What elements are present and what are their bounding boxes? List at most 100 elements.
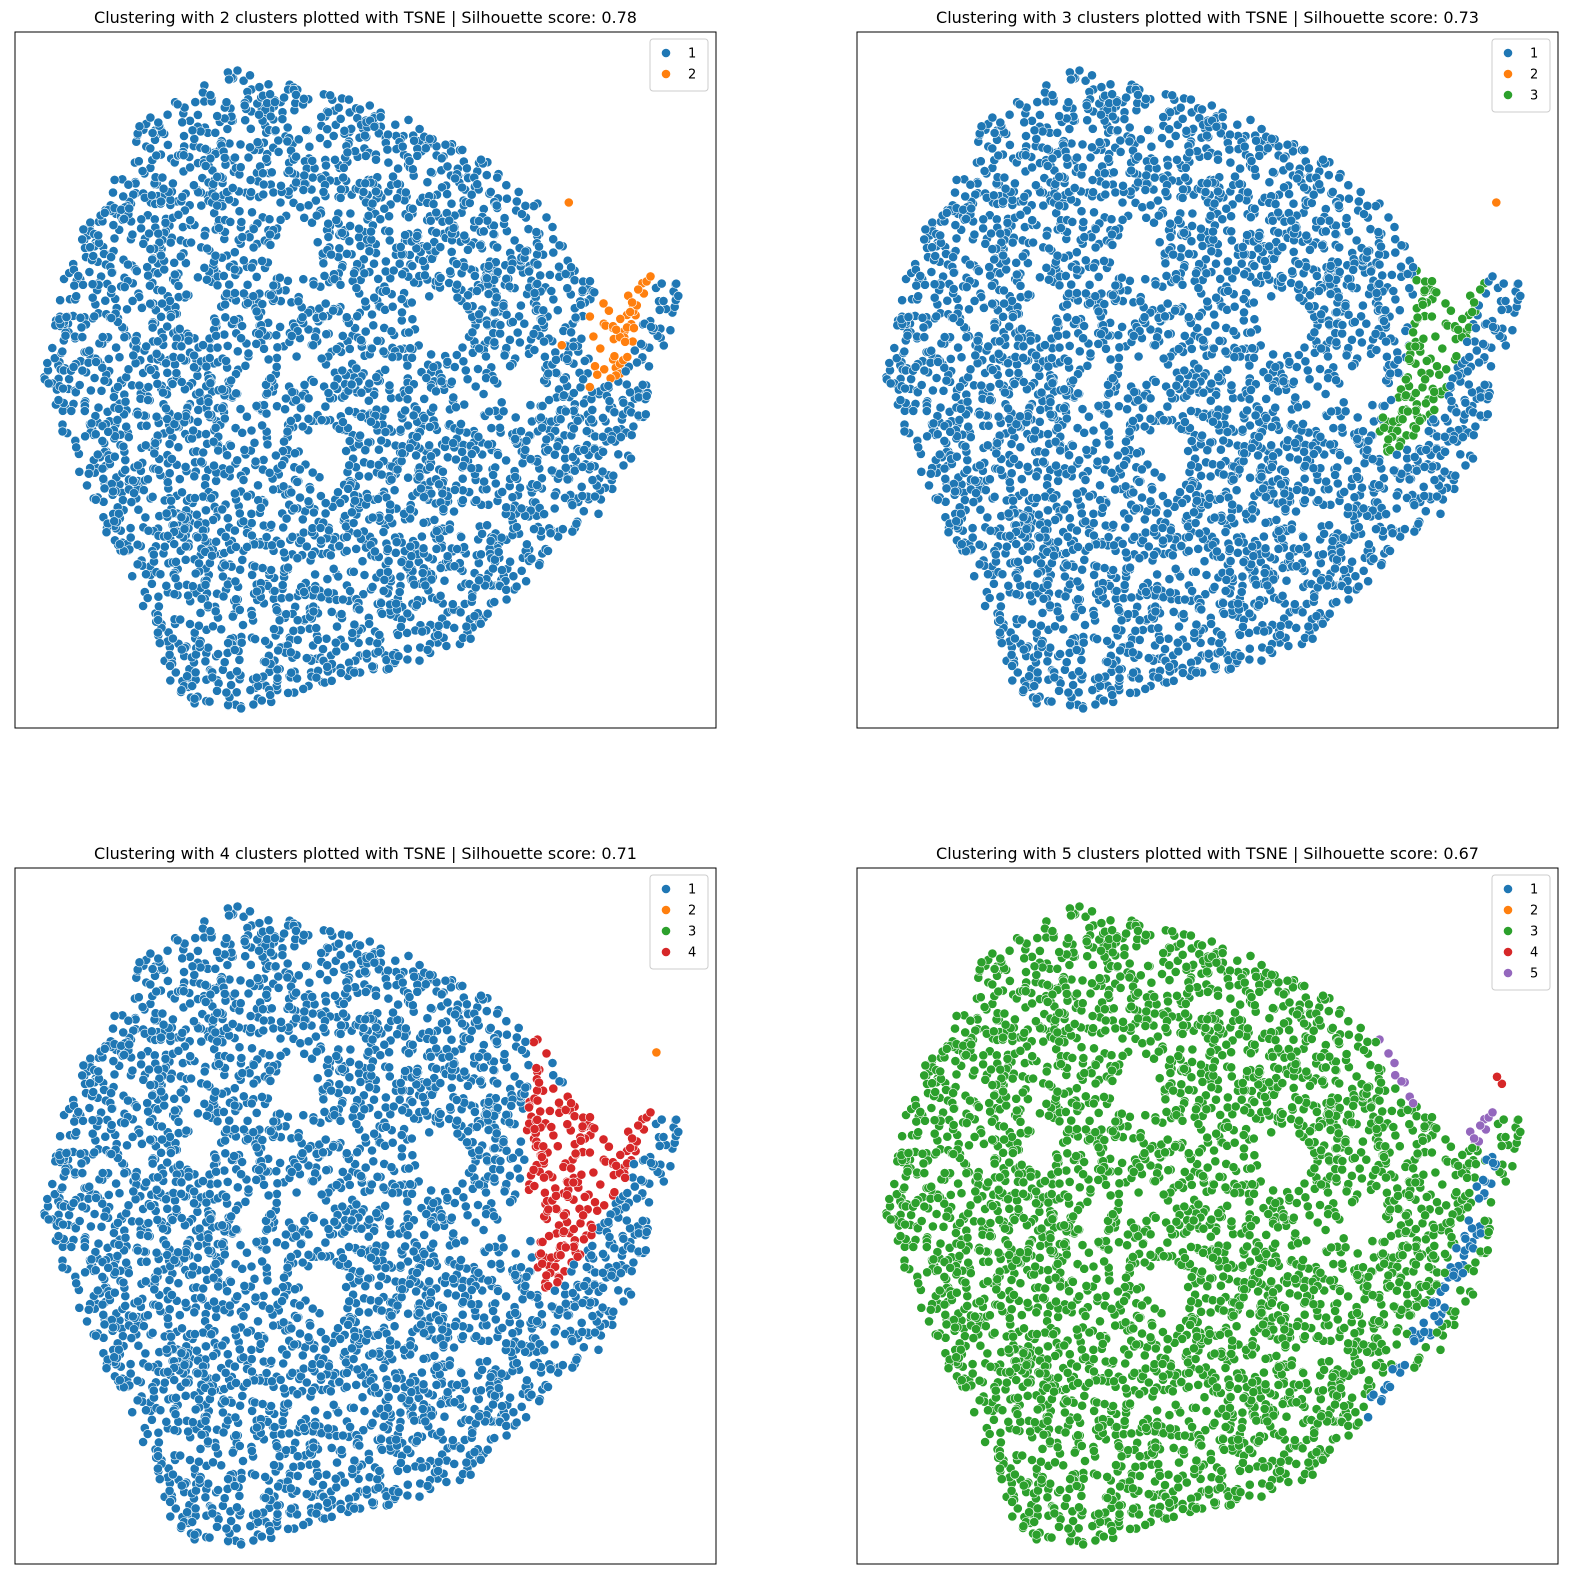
scatter-point-cluster-1 — [1117, 214, 1128, 225]
scatter-point-cluster-1 — [237, 555, 248, 565]
scatter-point-cluster-1 — [136, 214, 147, 225]
scatter-point-cluster-1 — [403, 115, 414, 125]
scatter-point-cluster-1 — [510, 412, 521, 423]
scatter-point-cluster-1 — [1468, 430, 1479, 440]
scatter-point-cluster-1 — [169, 539, 180, 549]
scatter-point-cluster-1 — [113, 381, 123, 392]
scatter-point-cluster-1 — [238, 620, 248, 630]
scatter-point-cluster-1 — [246, 508, 257, 519]
scatter-point-cluster-1 — [395, 621, 406, 632]
scatter-point-cluster-1 — [331, 646, 342, 657]
scatter-point-cluster-1 — [258, 189, 269, 200]
scatter-point-cluster-1 — [271, 361, 282, 372]
scatter-point-cluster-1 — [175, 251, 186, 262]
scatter-point-cluster-1 — [57, 426, 68, 437]
scatter-point-cluster-1 — [265, 690, 276, 700]
legend: 12 — [649, 38, 709, 92]
scatter-point-cluster-1 — [1089, 207, 1099, 218]
scatter-point-cluster-1 — [566, 327, 576, 338]
scatter-point-cluster-1 — [385, 499, 396, 510]
scatter-point-cluster-1 — [229, 288, 240, 298]
scatter-point-cluster-1 — [457, 446, 467, 457]
scatter-point-cluster-1 — [510, 471, 521, 482]
scatter-point-cluster-1 — [425, 215, 436, 226]
scatter-point-cluster-1 — [376, 598, 386, 608]
scatter-point-cluster-1 — [230, 576, 241, 587]
scatter-point-cluster-1 — [593, 508, 604, 519]
scatter-point-cluster-1 — [337, 330, 348, 341]
scatter-point-cluster-1 — [1110, 187, 1121, 198]
scatter-point-cluster-1 — [87, 292, 98, 303]
scatter-point-cluster-1 — [519, 318, 530, 329]
scatter-point-cluster-1 — [360, 296, 371, 307]
scatter-point-cluster-1 — [346, 379, 357, 390]
scatter-point-cluster-1 — [341, 532, 352, 542]
scatter-point-cluster-1 — [1004, 109, 1015, 120]
scatter-point-cluster-1 — [366, 226, 376, 237]
scatter-point-cluster-1 — [472, 285, 482, 296]
scatter-point-cluster-1 — [577, 490, 588, 501]
scatter-point-cluster-1 — [393, 651, 404, 662]
scatter-point-cluster-1 — [525, 454, 536, 464]
scatter-point-cluster-1 — [273, 135, 284, 146]
scatter-point-cluster-1 — [347, 628, 358, 638]
scatter-point-cluster-1 — [321, 160, 331, 171]
scatter-point-cluster-1 — [134, 121, 145, 132]
scatter-point-cluster-1 — [426, 451, 436, 462]
scatter-point-cluster-1 — [198, 491, 208, 502]
scatter-point-cluster-1 — [396, 294, 407, 304]
scatter-point-cluster-1 — [570, 312, 581, 323]
scatter-point-cluster-1 — [978, 223, 988, 234]
scatter-point-cluster-1 — [446, 198, 457, 209]
scatter-point-cluster-1 — [87, 279, 98, 290]
scatter-point-cluster-1 — [354, 232, 364, 243]
scatter-point-cluster-1 — [387, 301, 398, 312]
scatter-point-cluster-1 — [341, 312, 352, 323]
scatter-point-cluster-1 — [474, 343, 485, 354]
scatter-point-cluster-1 — [165, 237, 176, 248]
scatter-point-cluster-1 — [179, 524, 190, 534]
scatter-point-cluster-1 — [250, 456, 261, 467]
scatter-point-cluster-1 — [548, 247, 559, 258]
legend-marker-2 — [661, 69, 671, 79]
scatter-point-cluster-1 — [310, 569, 320, 580]
scatter-point-cluster-1 — [366, 416, 376, 427]
scatter-point-cluster-1 — [367, 582, 378, 592]
scatter-point-cluster-1 — [364, 246, 375, 257]
scatter-point-cluster-1 — [633, 392, 644, 403]
scatter-point-cluster-1 — [292, 635, 303, 645]
scatter-point-cluster-1 — [451, 350, 462, 360]
scatter-point-cluster-1 — [281, 513, 292, 524]
scatter-point-cluster-1 — [483, 439, 494, 450]
scatter-point-cluster-1 — [372, 335, 383, 346]
scatter-point-cluster-1 — [291, 177, 301, 188]
scatter-point-cluster-2 — [645, 271, 656, 282]
scatter-point-cluster-1 — [414, 655, 425, 666]
scatter-point-cluster-1 — [177, 487, 187, 498]
scatter-point-cluster-1 — [208, 621, 218, 632]
scatter-point-cluster-1 — [156, 311, 166, 322]
scatter-point-cluster-1 — [554, 261, 564, 272]
scatter-point-cluster-1 — [320, 508, 331, 519]
scatter-point-cluster-1 — [245, 70, 255, 81]
scatter-point-cluster-1 — [264, 467, 275, 478]
scatter-point-cluster-1 — [658, 340, 669, 351]
scatter-point-cluster-1 — [452, 544, 462, 554]
scatter-point-cluster-1 — [187, 581, 198, 592]
scatter-point-cluster-1 — [1053, 475, 1063, 486]
scatter-point-cluster-1 — [449, 506, 459, 517]
scatter-point-cluster-1 — [132, 409, 143, 420]
scatter-point-cluster-1 — [282, 136, 293, 147]
scatter-point-cluster-1 — [143, 382, 154, 392]
scatter-point-cluster-1 — [203, 600, 213, 611]
scatter-point-cluster-1 — [628, 421, 639, 432]
scatter-point-cluster-1 — [199, 230, 210, 241]
scatter-point-cluster-1 — [158, 183, 169, 194]
scatter-point-cluster-1 — [285, 647, 296, 658]
scatter-point-cluster-1 — [1327, 186, 1338, 197]
scatter-point-cluster-1 — [1299, 342, 1310, 353]
scatter-point-cluster-1 — [266, 540, 277, 551]
scatter-point-cluster-1 — [352, 528, 363, 539]
scatter-point-cluster-1 — [1121, 436, 1131, 447]
scatter-point-cluster-1 — [269, 97, 280, 107]
